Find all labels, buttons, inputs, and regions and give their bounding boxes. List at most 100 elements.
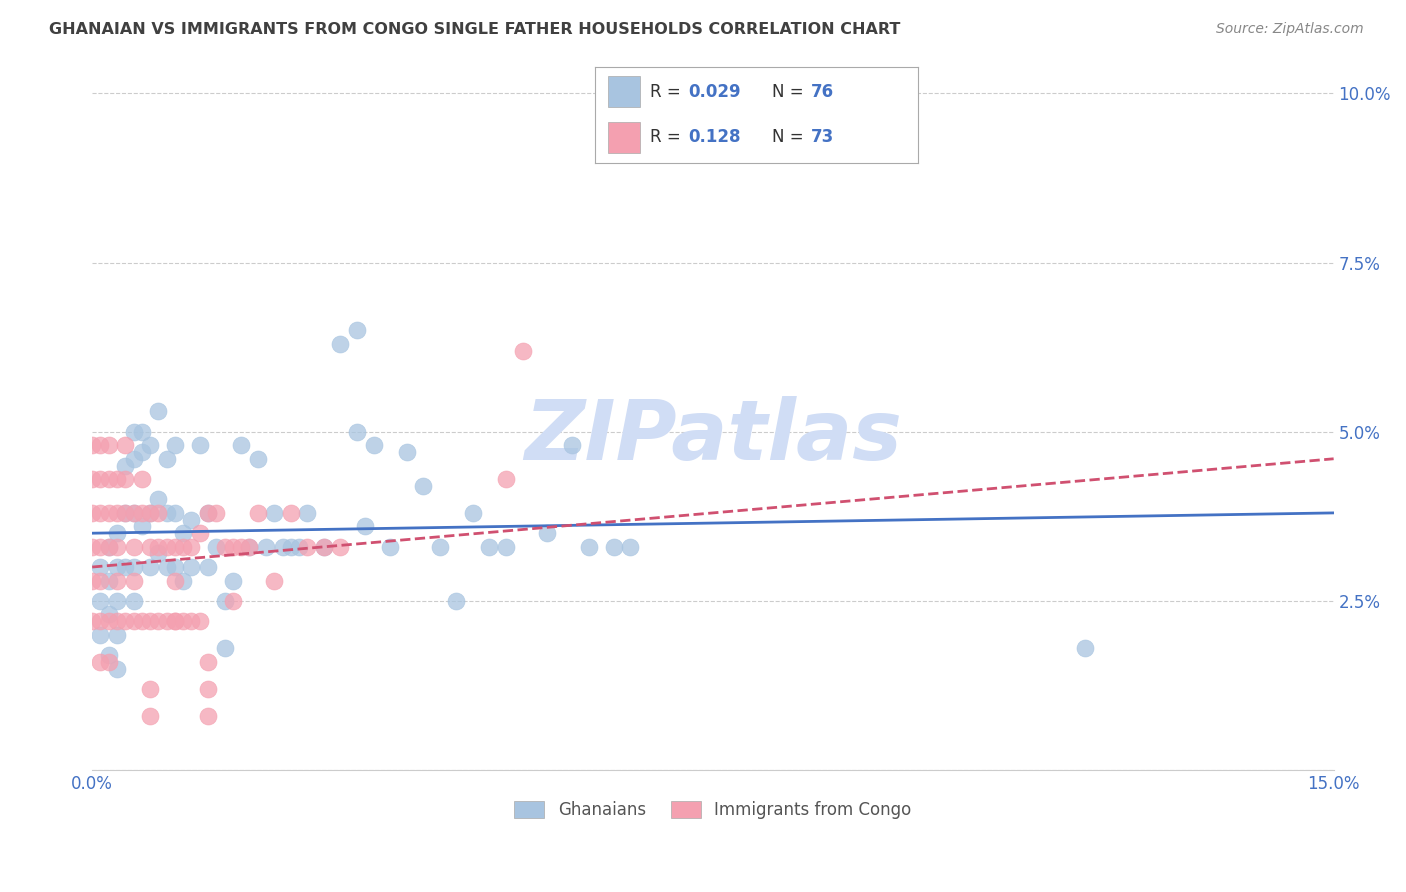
Point [105,526,128,541]
Point [97,540,120,554]
Point [661,100,683,114]
Point [97,438,120,452]
Point [378,540,401,554]
Point [139,438,162,452]
Point [172,526,194,541]
Point [619,540,641,554]
Point [163,540,186,554]
Point [280,540,302,554]
Point [395,445,418,459]
Point [297,506,319,520]
Point [346,323,368,337]
Point [105,594,128,608]
Point [197,681,219,696]
Point [180,513,202,527]
Point [214,594,236,608]
Point [263,574,285,588]
Point [214,540,236,554]
Point [89,574,111,588]
Point [97,607,120,622]
Point [1074,641,1097,656]
Point [180,540,202,554]
Point [263,506,285,520]
Point [148,506,170,520]
Point [354,519,377,533]
Point [163,560,186,574]
Point [231,540,253,554]
Point [139,506,162,520]
Point [148,404,170,418]
Point [105,661,128,675]
Point [197,560,219,574]
Point [89,540,111,554]
Point [97,574,120,588]
Point [254,540,277,554]
Point [280,506,302,520]
Point [148,614,170,628]
Point [172,574,194,588]
Point [205,506,228,520]
Point [97,614,120,628]
Point [122,506,145,520]
Point [131,614,153,628]
Point [82,574,104,588]
Text: ZIPatlas: ZIPatlas [524,396,901,476]
Point [478,540,501,554]
Point [188,526,211,541]
Point [461,506,484,520]
Point [114,614,136,628]
Point [89,472,111,486]
Point [114,560,136,574]
Point [222,594,245,608]
Point [122,451,145,466]
Text: GHANAIAN VS IMMIGRANTS FROM CONGO SINGLE FATHER HOUSEHOLDS CORRELATION CHART: GHANAIAN VS IMMIGRANTS FROM CONGO SINGLE… [49,22,901,37]
Point [429,540,451,554]
Legend: Ghanaians, Immigrants from Congo: Ghanaians, Immigrants from Congo [508,794,918,826]
Point [122,614,145,628]
Point [97,540,120,554]
Point [131,445,153,459]
Point [82,472,104,486]
Point [97,648,120,662]
Point [105,560,128,574]
Point [329,336,352,351]
Point [238,540,260,554]
Point [139,614,162,628]
Point [188,614,211,628]
Point [122,560,145,574]
Point [180,560,202,574]
Point [163,438,186,452]
Point [246,506,269,520]
Point [114,506,136,520]
Point [412,479,434,493]
Point [536,526,558,541]
Point [329,540,352,554]
Point [512,343,534,358]
Point [297,540,319,554]
Point [163,574,186,588]
Point [122,425,145,439]
Point [105,614,128,628]
Point [105,472,128,486]
Point [495,540,517,554]
Point [163,614,186,628]
Point [163,506,186,520]
Point [89,614,111,628]
Point [114,506,136,520]
Point [97,655,120,669]
Point [139,560,162,574]
Point [122,594,145,608]
Point [82,540,104,554]
Point [139,681,162,696]
Point [188,438,211,452]
Point [156,540,179,554]
Point [114,458,136,473]
Point [122,540,145,554]
Point [363,438,385,452]
Point [89,594,111,608]
Point [156,506,179,520]
Point [105,506,128,520]
Point [131,472,153,486]
Point [163,614,186,628]
Point [346,425,368,439]
